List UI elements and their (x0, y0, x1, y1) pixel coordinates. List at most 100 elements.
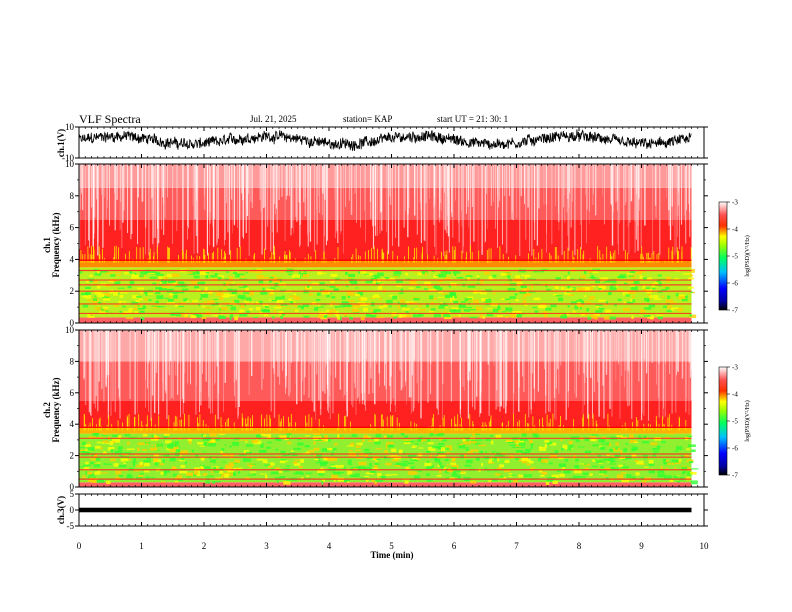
ch1-spectrogram-speckle (114, 274, 121, 277)
ch2-spectrogram-speckle (222, 461, 226, 463)
ch2-spectrogram-speckle (279, 470, 283, 473)
ch2-spectrogram-speckle (347, 481, 350, 483)
ch2-spectrogram-speckle (543, 457, 548, 459)
ch1-spectrogram-speckle (93, 269, 100, 271)
ch2-spectrogram-speckle (110, 446, 115, 450)
ch2-spectrogram-speckle (386, 435, 393, 439)
ch2-spectrogram-speckle (356, 442, 360, 445)
ch2-spectrogram-speckle (414, 470, 422, 472)
ch1-spectrogram-speckle (352, 312, 360, 314)
ch1-spectrogram-speckle (156, 306, 165, 308)
ch1-spectrogram-speckle (666, 310, 672, 313)
ch2-spectrogram-speckle (259, 446, 264, 448)
ch1-spectrogram-speckle (131, 273, 135, 277)
ch1-spectrogram-speckle (674, 278, 679, 281)
ch2-spectrogram-speckle (344, 479, 350, 483)
ch1-spectrogram-speckle (281, 313, 285, 316)
ch2-spectrogram-speckle (362, 439, 365, 442)
ch2-spectrogram-speckle (243, 458, 251, 462)
ch2-spectrogram-speckle (615, 447, 618, 450)
ch2-spectrogram-speckle (323, 435, 329, 439)
ch1-spectrogram-speckle (253, 316, 259, 319)
ch1-spectrogram-speckle (475, 283, 482, 285)
ch1-spectrogram-speckle (398, 313, 403, 318)
ch2-spectrogram-speckle (426, 450, 431, 453)
ch1-spectrogram-speckle (566, 276, 571, 280)
ch2-spectrogram-speckle (495, 434, 502, 439)
ch2-spectrogram-speckle (94, 470, 101, 475)
ch2-spectrogram-speckle (538, 469, 543, 473)
ch2-spectrogram-speckle (127, 441, 130, 445)
ch1-spectrogram-speckle (161, 280, 167, 285)
ch2-spectrogram-speckle (191, 451, 194, 454)
ch1-spectrogram-speckle (661, 295, 665, 298)
ch1-spectrogram-speckle (308, 293, 313, 296)
ch2-spectrogram-speckle (607, 458, 615, 463)
ch1-spectrogram-speckle (330, 301, 336, 303)
ch1-spectrogram-speckle (392, 295, 397, 300)
ch2-spectrogram-speckle (131, 461, 138, 463)
ch1-spectrogram-speckle (313, 307, 319, 311)
ch1-spectrogram-speckle (616, 288, 623, 292)
ch2-spectrogram-speckle (364, 434, 368, 439)
ch1-spectrogram-speckle (178, 306, 185, 308)
ch2-spectrogram-speckle (522, 451, 531, 454)
ch1-spectrogram-speckle (546, 288, 552, 291)
x-tick-label: 4 (327, 541, 332, 551)
ch1-spectrogram-speckle (152, 282, 157, 286)
ch2-spectrogram-speckle (497, 461, 505, 463)
ch1-spectrogram-speckle (379, 297, 382, 301)
ch2-spectrogram-speckle (303, 477, 312, 479)
ch2-spectrogram-speckle (433, 458, 438, 461)
ch1-spectrogram-speckle (539, 270, 545, 273)
ch2-spectrogram-speckle (285, 465, 290, 467)
ch1-spectrogram-speckle (593, 313, 600, 317)
ch1-spectrogram-speckle (639, 309, 646, 313)
ch1-spectrogram-speckle (485, 289, 492, 292)
ch1-spectrogram-speckle (196, 314, 203, 318)
ch2-spectrogram-speckle (168, 442, 176, 446)
ch2-spectrogram-speckle (588, 436, 596, 438)
ch2-spectrogram-speckle (499, 476, 507, 480)
ch1-spectrogram-speckle (203, 301, 207, 303)
ch2-spectrogram-speckle (103, 433, 108, 435)
ch1-spectrogram-speckle (199, 271, 207, 275)
ch2-spectrogram-speckle (112, 439, 120, 443)
ch1-spectrogram-speckle (515, 275, 520, 279)
ch2-spectrogram-speckle (83, 467, 90, 471)
ch2-spectrogram-speckle (107, 447, 111, 451)
ch2-spectrogram-speckle (574, 465, 579, 469)
ch1-spectrogram-speckle (113, 304, 119, 307)
ch2-spectrogram-speckle (336, 434, 340, 439)
ch1-spectrogram-speckle (240, 304, 245, 308)
ch2-spectrogram-speckle (652, 480, 655, 482)
ch1-spectrogram-speckle (626, 273, 633, 275)
ch1-spectrogram-band (79, 317, 692, 323)
ch2-spectrogram-speckle (139, 462, 144, 465)
ch1-spectrogram-speckle (396, 285, 403, 287)
ch2-spectrogram-speckle (525, 448, 531, 452)
ch1-spectrogram-ytick-label: 0 (70, 318, 75, 328)
ch2-spectrogram-speckle (426, 478, 431, 482)
ch2-spectrogram-speckle (541, 459, 548, 463)
ch2-spectrogram-speckle (176, 449, 181, 452)
ch1-spectrogram-speckle (643, 277, 647, 281)
ch2-spectrogram-speckle (143, 470, 150, 473)
ch2-spectrogram-speckle (228, 462, 235, 466)
ch1-spectrogram-speckle (226, 270, 229, 274)
ch2-spectrogram-speckle (574, 469, 582, 474)
ch2-spectrogram-speckle (444, 469, 449, 474)
ch1-spectrogram-speckle (481, 298, 489, 302)
ch1-spectrogram-speckle (122, 313, 127, 315)
ch1-spectrogram-speckle (199, 298, 202, 300)
ch1-spectrogram-speckle (318, 272, 327, 274)
ch1-spectrogram-speckle (347, 290, 351, 294)
ch1-spectrogram-speckle (643, 315, 651, 317)
ch2-spectrogram-speckle (93, 464, 101, 468)
ch2-spectrogram-speckle (463, 441, 471, 445)
ch1-spectrogram-speckle (364, 273, 369, 275)
ch2-spectrogram-speckle (669, 479, 674, 482)
ch2-spectrogram-band (79, 482, 692, 487)
ch1-spectrogram-speckle (452, 270, 461, 274)
ch2-spectrogram-speckle (91, 453, 94, 457)
